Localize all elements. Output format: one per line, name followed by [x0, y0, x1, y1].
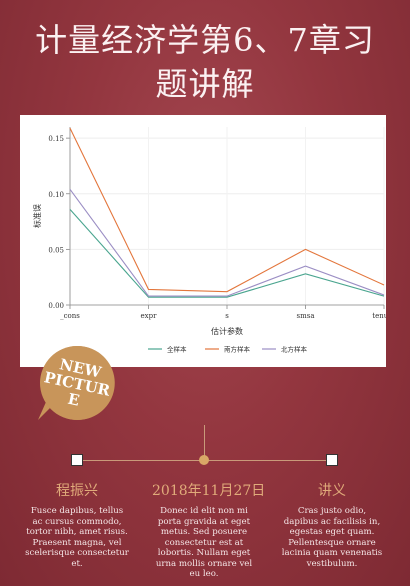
page-title: 计量经济学第6、7章习 题讲解: [0, 18, 410, 106]
series-line-2: [69, 127, 385, 293]
timeline-node-center: [199, 455, 209, 465]
column-title: 讲义: [318, 483, 346, 499]
y-tick-label: 0.00: [48, 302, 64, 310]
y-tick-label: 0.15: [48, 135, 64, 143]
y-tick-label: 0.05: [48, 246, 64, 254]
legend-label: 南方样本: [224, 345, 251, 354]
timeline-node-right: [326, 454, 338, 466]
timeline-column-2: 2018年11月27日 Donec id elit non mi porta g…: [152, 482, 266, 580]
x-tick-label: tenure: [372, 312, 386, 320]
column-title: 2018年11月27日: [152, 483, 266, 499]
legend-label: 北方样本: [281, 345, 308, 354]
x-tick-label: smsa: [297, 312, 315, 320]
column-body: Donec id elit non mi porta gravida at eg…: [155, 506, 253, 579]
y-tick-label: 0.10: [48, 191, 64, 199]
x-tick-label: _cons: [60, 312, 80, 320]
series-line-1: [69, 208, 385, 298]
timeline-column-3: 讲义 Cras justo odio, dapibus ac facilisis…: [280, 482, 384, 569]
x-tick-label: s: [225, 312, 229, 320]
column-body: Fusce dapibus, tellus ac cursus commodo,…: [25, 506, 129, 569]
series-line-3: [69, 188, 385, 297]
line-chart: 0.00 0.05 0.10 0.15 _cons expr s smsa tenure 估计参数…: [32, 127, 386, 354]
legend-label: 全样本: [167, 345, 187, 354]
y-axis-label: 标准误: [32, 204, 42, 228]
title-line-2: 题讲解: [155, 65, 255, 103]
column-title: 程振兴: [56, 483, 98, 499]
badge-bubble-icon: [38, 345, 115, 420]
chart-panel: 0.00 0.05 0.10 0.15 _cons expr s smsa tenure 估计参数…: [20, 115, 386, 367]
timeline-node-left: [71, 454, 83, 466]
timeline-column-1: 程振兴 Fusce dapibus, tellus ac cursus comm…: [25, 482, 129, 569]
new-picture-badge: NEW PICTUR E: [36, 342, 118, 424]
x-tick-label: expr: [141, 312, 158, 320]
timeline-vertical-line: [204, 425, 205, 460]
column-body: Cras justo odio, dapibus ac facilisis in…: [281, 506, 383, 569]
x-axis-label: 估计参数: [211, 326, 243, 336]
title-line-1: 计量经济学第6、7章习: [35, 21, 375, 59]
